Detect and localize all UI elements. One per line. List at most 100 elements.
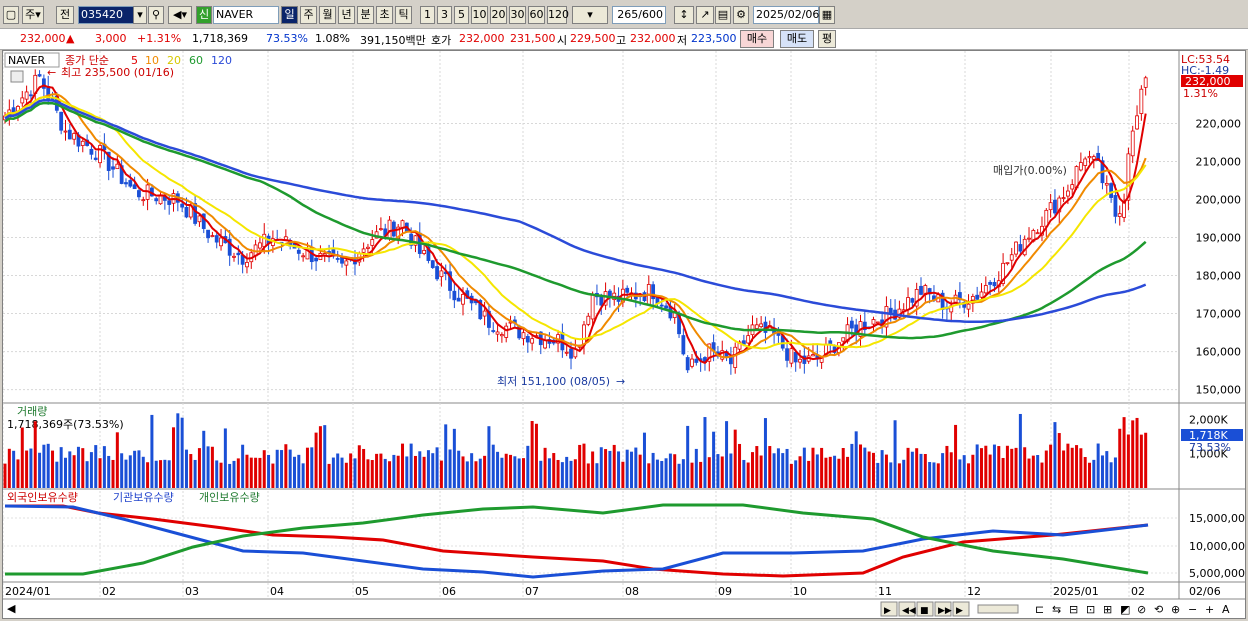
date-field[interactable]: 2025/02/06: [753, 6, 819, 24]
playback-icon: ◀◀: [902, 606, 916, 616]
chart-area[interactable]: 220,000 210,000 200,000 190,000 180,000 170,0…: [2, 50, 1248, 619]
chart-canvas[interactable]: 220,000 210,000 200,000 190,000 180,000 170,0…: [2, 51, 1248, 618]
volume-bar: [686, 425, 690, 488]
volume-bar: [292, 456, 296, 488]
interval-30-button[interactable]: 30: [509, 6, 526, 24]
draw-tool-icon[interactable]: ↗: [696, 6, 714, 24]
search-icon[interactable]: ⚲: [148, 6, 164, 24]
volume-bar: [228, 463, 232, 488]
candle-body: [875, 321, 880, 324]
x-tick-label: 2024/01: [5, 585, 51, 598]
playback-icon: ▶: [956, 606, 963, 616]
eval-button[interactable]: 평: [818, 30, 836, 48]
stock-name-field[interactable]: NAVER: [213, 6, 279, 24]
candle-body: [115, 163, 120, 170]
volume-bar: [846, 456, 850, 488]
count-field[interactable]: 265/600: [612, 6, 666, 24]
interval-10-button[interactable]: 10: [471, 6, 488, 24]
volume-bar: [625, 449, 629, 488]
candle-body: [785, 348, 789, 361]
prev-button[interactable]: 전: [56, 6, 74, 24]
candle-body: [1087, 156, 1092, 159]
candle-body: [499, 334, 504, 337]
ma-20-line: [4, 96, 1147, 350]
period-2-button[interactable]: 주: [300, 6, 317, 24]
volume-bar: [582, 443, 586, 488]
calendar-icon[interactable]: ▦: [819, 6, 835, 24]
interval-5-button[interactable]: 5: [454, 6, 469, 24]
volume-bar: [504, 453, 508, 488]
volume-bar: [383, 458, 387, 488]
candle-body: [966, 303, 971, 310]
volume-bar: [595, 463, 599, 488]
volume-bar: [465, 461, 469, 488]
tool-icon: ⇆: [1052, 603, 1061, 616]
volume-bar: [971, 454, 975, 488]
buy-button[interactable]: 매수: [740, 30, 774, 48]
indicator-icon[interactable]: ↕: [674, 6, 694, 24]
interval-60-button[interactable]: 60: [528, 6, 545, 24]
volume-bar: [16, 459, 20, 488]
inst-legend: 기관보유수량: [113, 491, 174, 504]
period-dropdown[interactable]: ▾: [572, 6, 608, 24]
turnover: 1.08%: [315, 32, 350, 45]
candle-body: [387, 219, 392, 239]
ask-price: 232,000: [459, 32, 505, 45]
volume-bar: [63, 457, 67, 488]
foreign-legend: 외국인보유수량: [7, 491, 78, 504]
volume-bar: [729, 453, 733, 488]
volume-bar: [72, 455, 76, 488]
price-tick-label: 190,000: [1196, 232, 1242, 245]
candle-body: [1143, 77, 1148, 88]
volume-bar: [634, 447, 638, 488]
volume-bar: [180, 417, 184, 488]
candle-body: [1113, 195, 1118, 217]
candle-body: [910, 298, 915, 303]
candle-body: [219, 237, 223, 247]
volume-bar: [513, 456, 517, 488]
volume-bar: [1126, 434, 1130, 488]
sell-button[interactable]: 매도: [780, 30, 814, 48]
gear-icon[interactable]: ⚙: [733, 6, 749, 24]
candle-body: [871, 319, 876, 325]
low-note: 최저 151,100 (08/05): [497, 375, 610, 388]
playback-icon: ▶▶: [938, 606, 952, 616]
volume-bar: [1088, 462, 1092, 488]
candle-body: [111, 166, 115, 170]
volume-bar: [327, 463, 331, 488]
period-1-button[interactable]: 일: [281, 6, 298, 24]
window-menu-icon[interactable]: ▢: [3, 6, 19, 24]
volume-bar: [344, 462, 348, 488]
volume-bar: [738, 443, 742, 488]
save-icon[interactable]: ▤: [715, 6, 731, 24]
current-price: 232,000: [20, 32, 66, 45]
code-dropdown-icon[interactable]: ▾: [133, 6, 147, 24]
period-4-button[interactable]: 년: [338, 6, 355, 24]
playback-button: [898, 601, 916, 617]
volume-bar: [1083, 457, 1087, 488]
volume-bar: [1144, 432, 1148, 488]
period-3-button[interactable]: 월: [319, 6, 336, 24]
x-tick-label: 11: [878, 585, 892, 598]
code-input[interactable]: 035420: [78, 6, 138, 24]
volume-bar: [526, 445, 530, 488]
inst-line: [4, 504, 1149, 579]
interval-1-button[interactable]: 1: [420, 6, 435, 24]
period-5-button[interactable]: 분: [357, 6, 374, 24]
interval-20-button[interactable]: 20: [490, 6, 507, 24]
volume-bar: [1031, 455, 1035, 488]
sound-icon[interactable]: ◀▾: [168, 6, 192, 24]
period-6-button[interactable]: 초: [376, 6, 393, 24]
interval-120-button[interactable]: 120: [547, 6, 569, 24]
candle-body: [746, 335, 751, 344]
candle-body: [413, 235, 418, 246]
candle-body: [720, 350, 725, 360]
mode-select[interactable]: 주▾: [22, 6, 44, 24]
interval-3-button[interactable]: 3: [437, 6, 452, 24]
candle-body: [681, 335, 686, 355]
volume-bar: [159, 460, 163, 488]
candle-body: [1117, 213, 1122, 217]
volume-bar: [1096, 443, 1100, 488]
period-7-button[interactable]: 틱: [395, 6, 412, 24]
holdings-tick-label: 15,000,000: [1189, 512, 1245, 525]
